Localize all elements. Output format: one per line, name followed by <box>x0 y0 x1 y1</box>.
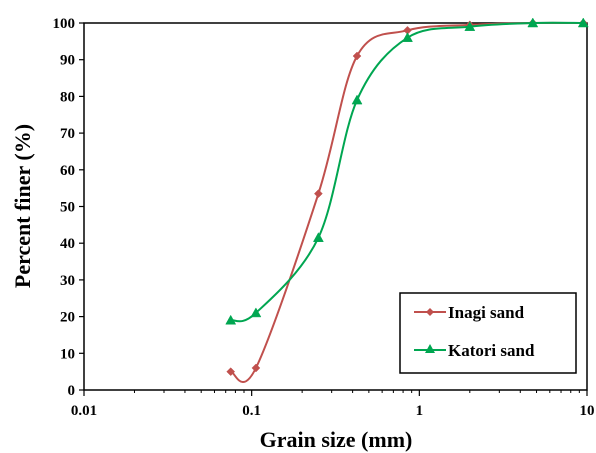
y-tick-label: 40 <box>60 236 75 252</box>
y-tick-label: 70 <box>60 126 75 142</box>
y-tick-label: 90 <box>60 53 75 69</box>
data-point-katori-sand <box>527 17 539 28</box>
series-line-katori-sand <box>230 21 584 323</box>
y-tick-label: 80 <box>60 89 75 105</box>
x-tick-label: 0.01 <box>71 403 97 419</box>
legend-marker-inagi <box>426 308 434 316</box>
data-point-inagi-sand <box>352 51 362 61</box>
y-tick-label: 20 <box>60 310 75 326</box>
y-tick-label: 10 <box>60 346 75 362</box>
legend-label-inagi: Inagi sand <box>448 303 525 322</box>
legend-marker-katori <box>425 344 435 353</box>
y-axis-title: Percent finer (%) <box>10 124 35 288</box>
legend-label-katori: Katori sand <box>448 341 535 360</box>
x-tick-label: 10 <box>580 403 595 419</box>
y-tick-label: 100 <box>53 16 76 32</box>
data-point-katori-sand <box>312 232 324 242</box>
data-point-katori-sand <box>464 21 476 31</box>
legend-box <box>399 292 577 374</box>
axes: 0 10 20 30 40 50 60 70 80 90 100 0.01 0.1 1 10 <box>53 16 595 419</box>
data-point-katori-sand <box>225 314 237 325</box>
y-tick-label: 50 <box>60 200 75 216</box>
y-tick-label: 30 <box>60 273 75 289</box>
x-axis-title: Grain size (mm) <box>260 427 413 452</box>
data-point-inagi-sand <box>226 367 236 377</box>
series-layer <box>225 17 589 383</box>
data-point-katori-sand <box>351 94 363 105</box>
data-point-katori-sand <box>250 307 262 318</box>
data-point-inagi-sand <box>314 189 323 199</box>
x-tick-label: 0.1 <box>242 403 261 419</box>
data-point-katori-sand <box>577 17 589 28</box>
x-tick-label: 1 <box>416 403 424 419</box>
data-point-katori-sand <box>402 32 413 42</box>
y-tick-label: 60 <box>60 163 75 179</box>
legend: Inagi sand Katori sand <box>399 292 577 374</box>
data-point-inagi-sand <box>251 363 261 373</box>
y-tick-label: 0 <box>68 383 76 399</box>
